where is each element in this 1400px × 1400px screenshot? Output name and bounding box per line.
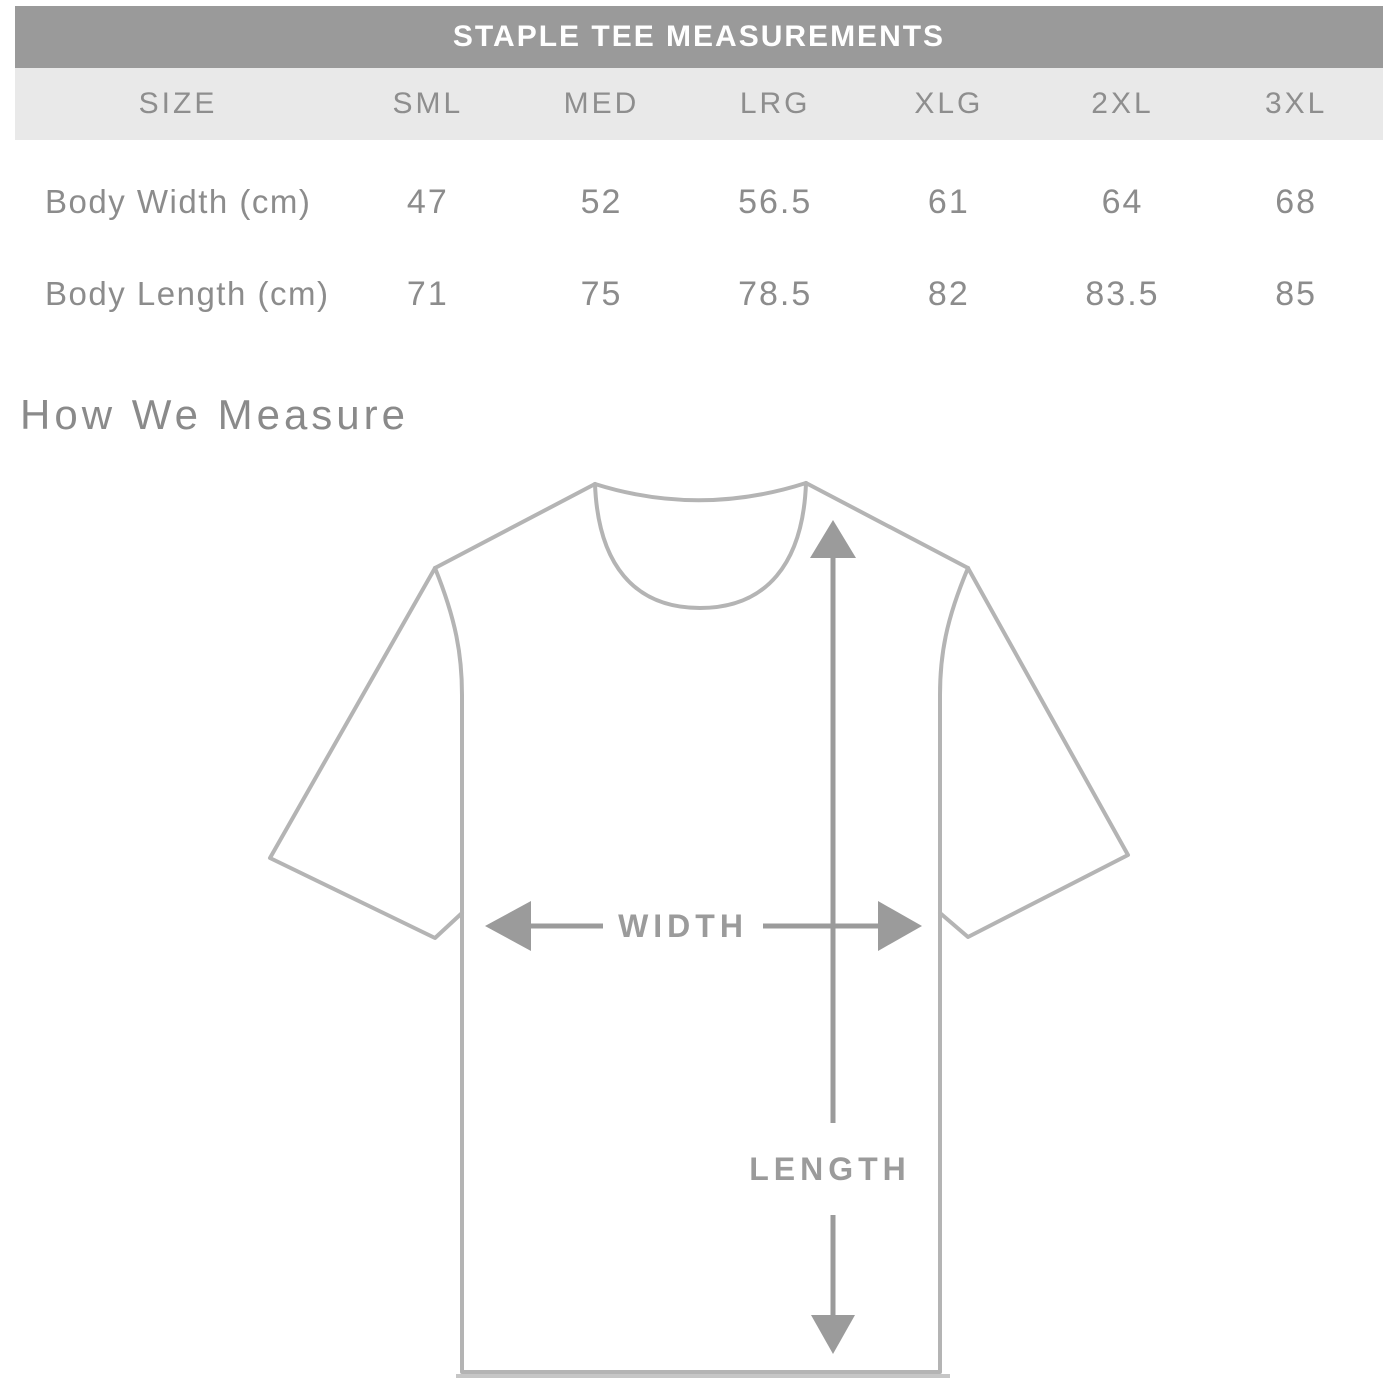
- table-row-body-length: Body Length (cm) 71 75 78.5 82 83.5 85: [15, 248, 1383, 340]
- table-title-bar: STAPLE TEE MEASUREMENTS: [15, 6, 1383, 68]
- column-header-3xl: 3XL: [1264, 87, 1328, 120]
- section-heading: How We Measure: [20, 391, 410, 438]
- width-arrow: WIDTH: [485, 901, 922, 952]
- column-header-2xl: 2XL: [1091, 87, 1154, 120]
- row-label-body-width: Body Width (cm): [45, 183, 312, 220]
- column-header-xlg: XLG: [914, 87, 984, 120]
- cell-body-width-sml: 47: [406, 182, 449, 221]
- cell-body-width-2xl: 64: [1101, 182, 1144, 221]
- cell-body-length-lrg: 78.5: [738, 274, 813, 313]
- cell-body-width-xlg: 61: [927, 182, 970, 221]
- cell-body-width-lrg: 56.5: [738, 182, 813, 221]
- arrow-down-icon: [811, 1315, 855, 1355]
- measurement-diagram: LENGTH WIDTH: [0, 480, 1400, 1395]
- length-arrow: LENGTH: [749, 520, 911, 1355]
- cell-body-length-xlg: 82: [927, 274, 970, 313]
- arrow-right-icon: [878, 901, 922, 952]
- width-label: WIDTH: [618, 908, 748, 944]
- column-header-size: SIZE: [138, 87, 218, 120]
- column-header-med: MED: [563, 87, 640, 120]
- tshirt-diagram-svg: LENGTH WIDTH: [268, 481, 1130, 1379]
- cell-body-length-sml: 71: [406, 274, 449, 313]
- cell-body-length-med: 75: [580, 274, 623, 313]
- length-label: LENGTH: [749, 1151, 911, 1187]
- size-header-row: SIZE SML MED LRG XLG 2XL 3XL: [15, 68, 1383, 140]
- arrow-up-icon: [810, 520, 856, 559]
- table-title: STAPLE TEE MEASUREMENTS: [452, 20, 946, 53]
- size-table: STAPLE TEE MEASUREMENTS SIZE SML MED LRG…: [15, 6, 1383, 340]
- table-body: Body Width (cm) 47 52 56.5 61 64 68 Body…: [15, 140, 1383, 340]
- table-row-body-width: Body Width (cm) 47 52 56.5 61 64 68: [15, 156, 1383, 248]
- column-header-sml: SML: [392, 87, 464, 120]
- cell-body-width-med: 52: [580, 182, 623, 221]
- cell-body-length-2xl: 83.5: [1085, 274, 1160, 313]
- cell-body-width-3xl: 68: [1275, 182, 1318, 221]
- cell-body-length-3xl: 85: [1275, 274, 1318, 313]
- arrow-left-icon: [485, 901, 531, 952]
- row-label-body-length: Body Length (cm): [45, 275, 330, 312]
- column-header-lrg: LRG: [739, 87, 811, 120]
- tshirt-outline-icon: [268, 481, 1130, 1379]
